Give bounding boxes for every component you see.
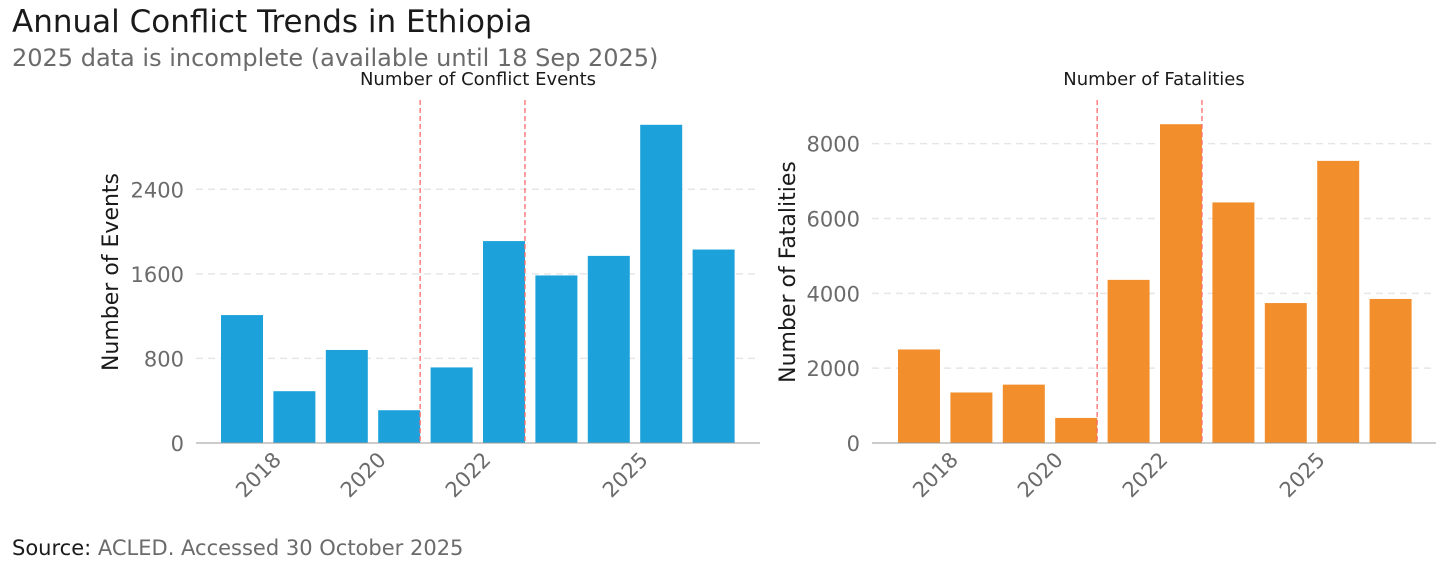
events-bar xyxy=(325,349,368,443)
fatalities-x-tick-label: 2018 xyxy=(908,448,963,503)
events-x-tick-label: 2018 xyxy=(231,448,286,503)
source-value: ACLED. Accessed 30 October 2025 xyxy=(97,536,464,560)
events-bar xyxy=(378,410,421,443)
events-bar xyxy=(430,367,473,443)
events-panel: Number of Conflict Events 0 800 1600 2400 2… xyxy=(99,69,760,502)
events-bar xyxy=(221,315,263,443)
fatalities-bar xyxy=(1212,202,1255,443)
fatalities-bar xyxy=(1055,417,1098,443)
events-y-ticks: 0 800 1600 2400 xyxy=(131,178,184,456)
events-y-tick-label: 1600 xyxy=(131,263,184,287)
page-title: Annual Conflict Trends in Ethiopia xyxy=(12,4,533,40)
fatalities-x-ticks: 2018 2020 2022 2025 xyxy=(908,448,1330,503)
fatalities-bar xyxy=(1369,298,1412,443)
fatalities-y-tick-label: 0 xyxy=(847,432,860,456)
events-y-tick-label: 0 xyxy=(171,432,184,456)
source-note: Source: ACLED. Accessed 30 October 2025 xyxy=(12,536,463,560)
fatalities-bar xyxy=(1160,124,1202,443)
events-bar xyxy=(273,391,316,443)
source-label: Source: xyxy=(12,536,92,560)
fatalities-bar xyxy=(1264,303,1307,443)
events-bar xyxy=(640,124,683,444)
events-chart-title: Number of Conflict Events xyxy=(360,69,596,90)
fatalities-bar xyxy=(950,392,993,443)
fatalities-bar xyxy=(1002,384,1045,443)
fatalities-bar xyxy=(1107,279,1150,443)
events-bar xyxy=(692,249,735,443)
fatalities-chart-title: Number of Fatalities xyxy=(1063,69,1244,90)
fatalities-x-tick-label: 2022 xyxy=(1118,448,1173,503)
events-bar xyxy=(483,241,525,443)
events-bar xyxy=(587,255,630,443)
events-x-ticks: 2018 2020 2022 2025 xyxy=(231,448,653,503)
events-y-tick-label: 2400 xyxy=(131,178,184,202)
events-bars xyxy=(221,124,735,444)
fatalities-bars xyxy=(898,124,1412,444)
fatalities-bar xyxy=(898,349,940,443)
events-bar xyxy=(535,275,578,443)
fatalities-x-tick-label: 2020 xyxy=(1013,448,1068,503)
fatalities-y-ticks: 0 2000 4000 6000 8000 xyxy=(807,133,860,456)
events-reflines xyxy=(419,100,526,443)
fatalities-y-tick-label: 6000 xyxy=(807,208,860,232)
fatalities-y-tick-label: 8000 xyxy=(807,133,860,157)
events-x-tick-label: 2022 xyxy=(441,448,496,503)
fatalities-y-tick-label: 2000 xyxy=(807,357,860,381)
events-y-axis-label: Number of Events xyxy=(99,173,124,371)
events-x-tick-label: 2020 xyxy=(336,448,391,503)
events-y-tick-label: 800 xyxy=(144,347,184,371)
events-x-tick-label: 2025 xyxy=(598,448,653,503)
fatalities-bar xyxy=(1317,160,1360,444)
fatalities-y-tick-label: 4000 xyxy=(807,282,860,306)
page-subtitle: 2025 data is incomplete (available until… xyxy=(12,44,659,72)
fatalities-x-tick-label: 2025 xyxy=(1275,448,1330,503)
fatalities-y-axis-label: Number of Fatalities xyxy=(776,161,801,383)
fatalities-reflines xyxy=(1096,100,1203,443)
fatalities-panel: Number of Fatalities 0 2000 4000 6000 8000 2… xyxy=(776,69,1436,502)
